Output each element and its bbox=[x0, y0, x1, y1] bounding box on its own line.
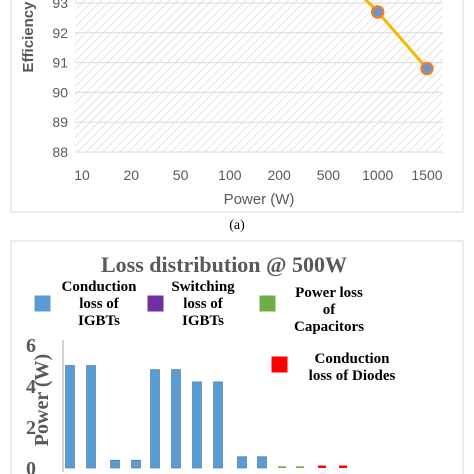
chart2-bar bbox=[213, 381, 223, 469]
chart2-legend-label: loss of bbox=[79, 296, 120, 312]
chart1-gridlines bbox=[75, 2, 443, 153]
chart1-data-point bbox=[370, 5, 385, 19]
chart2-bar bbox=[150, 369, 160, 469]
chart1-x-tick-label: 500 bbox=[317, 167, 341, 183]
chart2-legend-label: Capacitors bbox=[294, 319, 364, 335]
chart2-legend-swatch bbox=[146, 294, 165, 313]
chart2-legend-label: of bbox=[323, 302, 337, 318]
chart2-y-tick-label: 2 bbox=[26, 417, 36, 439]
chart1-y-axis-label: Efficiency bbox=[20, 1, 37, 73]
chart2-bar bbox=[278, 466, 286, 468]
chart2-bar bbox=[339, 465, 347, 468]
loss-distribution-chart: Loss distribution @ 500W Conductionloss … bbox=[10, 240, 464, 474]
chart1-data-point bbox=[420, 61, 434, 76]
caption-a: (a) bbox=[229, 218, 245, 233]
chart1-x-tick-label: 1500 bbox=[411, 167, 442, 183]
chart2-legend-label: Switching bbox=[171, 279, 235, 295]
chart1-x-tick-label: 100 bbox=[218, 167, 242, 183]
efficiency-chart: 88 89 90 91 92 93 10 20 50 100 200 500 1000 1500 Eff… bbox=[10, 0, 464, 213]
chart2-frame bbox=[10, 240, 464, 474]
chart2-legend-label: loss of bbox=[183, 296, 224, 312]
chart2-legend-label: Conduction bbox=[61, 279, 137, 295]
chart2-bar bbox=[131, 459, 141, 469]
chart1-x-axis-label: Power (W) bbox=[224, 191, 295, 208]
chart2-legend-swatch bbox=[33, 294, 52, 313]
chart2-y-tick-label: 4 bbox=[26, 376, 36, 398]
chart2-y-ticks: 0 2 4 6 bbox=[26, 335, 36, 474]
chart2-bar bbox=[86, 365, 96, 469]
chart1-x-tick-label: 10 bbox=[74, 167, 90, 183]
chart1-series bbox=[364, 0, 434, 76]
chart2-legend-label: Conduction bbox=[314, 351, 390, 367]
chart1-y-tick-label: 89 bbox=[52, 114, 68, 130]
chart2-legend-swatch bbox=[258, 294, 277, 313]
chart1-x-tick-label: 50 bbox=[173, 167, 189, 183]
chart2-y-tick-label: 6 bbox=[26, 335, 36, 357]
chart2-legend-label: IGBTs bbox=[182, 313, 224, 329]
chart1-y-tick-label: 91 bbox=[52, 55, 68, 71]
chart1-plot-area bbox=[75, 0, 443, 152]
chart2-y-axis-label: Power (W) bbox=[31, 354, 53, 446]
chart2-legend-label: loss of Diodes bbox=[309, 368, 396, 384]
chart2-bars bbox=[65, 365, 347, 469]
chart1-y-ticks: 88 89 90 91 92 93 bbox=[52, 0, 68, 160]
chart2-bar bbox=[110, 459, 120, 469]
chart2-bar bbox=[257, 456, 267, 469]
chart2-bar bbox=[296, 466, 304, 468]
chart2-bar bbox=[192, 381, 202, 469]
chart1-y-tick-label: 90 bbox=[52, 84, 68, 100]
chart2-bar bbox=[318, 465, 326, 468]
chart2-bar bbox=[171, 369, 181, 469]
chart2-bar bbox=[237, 456, 247, 469]
chart1-y-tick-label: 88 bbox=[52, 144, 68, 160]
chart1-x-ticks: 10 20 50 100 200 500 1000 1500 bbox=[74, 167, 443, 183]
chart2-bar bbox=[65, 365, 75, 469]
chart1-x-tick-label: 1000 bbox=[362, 167, 393, 183]
chart1-x-tick-label: 200 bbox=[267, 167, 291, 183]
chart2-legend-label: IGBTs bbox=[78, 313, 120, 329]
chart1-y-tick-label: 93 bbox=[52, 0, 68, 11]
chart1-x-tick-label: 20 bbox=[123, 167, 139, 183]
chart2-legend-label: Power loss bbox=[295, 285, 363, 301]
chart1-y-tick-label: 92 bbox=[52, 25, 68, 41]
chart2-y-tick-label: 0 bbox=[26, 458, 36, 474]
chart2-legend-swatch bbox=[270, 355, 289, 374]
chart2-title: Loss distribution @ 500W bbox=[101, 252, 347, 277]
